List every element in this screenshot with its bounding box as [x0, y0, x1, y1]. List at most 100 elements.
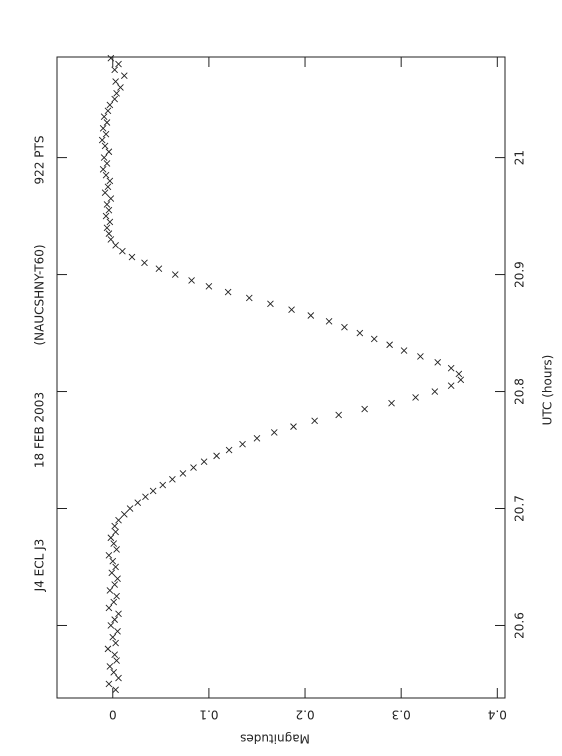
data-point: [111, 651, 119, 659]
data-point: [101, 189, 109, 197]
data-point: [115, 610, 122, 618]
data-point: [115, 674, 122, 682]
data-point: [111, 66, 119, 74]
data-point: [431, 388, 439, 395]
data-point: [110, 668, 118, 676]
data-point: [120, 511, 128, 518]
data-point: [102, 171, 110, 179]
data-point: [126, 505, 134, 512]
data-point: [104, 183, 112, 191]
data-point: [455, 370, 463, 378]
data-point: [104, 645, 112, 653]
y-tick-label: 0.4: [488, 708, 507, 722]
data-point: [200, 458, 208, 466]
data-point: [104, 107, 112, 115]
data-point: [149, 487, 157, 495]
data-point: [412, 394, 419, 401]
data-point: [239, 440, 246, 448]
data-point: [103, 201, 111, 208]
data-point: [114, 628, 121, 635]
data-point: [111, 616, 119, 623]
data-point: [213, 452, 220, 460]
data-point: [288, 306, 295, 313]
data-point: [361, 405, 368, 413]
x-tick-label: 20.6: [513, 612, 527, 639]
data-point: [400, 347, 408, 354]
data-point: [112, 242, 119, 249]
data-point: [107, 195, 115, 202]
data-point: [106, 101, 114, 109]
plot-frame: [56, 56, 506, 699]
data-point: [335, 411, 343, 419]
data-point: [128, 253, 136, 261]
data-point: [225, 446, 233, 454]
data-point: [434, 358, 442, 366]
data-point: [111, 581, 119, 588]
data-point: [99, 165, 107, 173]
data-point: [341, 323, 348, 331]
y-tick-label: 0.1: [199, 708, 218, 722]
data-point: [267, 300, 274, 308]
data-point: [307, 312, 315, 319]
chart-title: 922 PTS: [33, 136, 47, 185]
data-point: [117, 84, 124, 91]
x-tick-label: 21: [513, 150, 527, 165]
chart-title: (NAUCSHNY-T60): [33, 244, 47, 345]
data-point: [109, 633, 117, 641]
data-point: [112, 639, 119, 647]
data-point: [106, 177, 114, 185]
data-point: [105, 206, 113, 214]
data-point: [113, 546, 120, 553]
data-point: [171, 271, 179, 278]
data-point: [111, 522, 119, 530]
data-point: [99, 125, 107, 132]
data-point: [179, 470, 187, 477]
data-point: [119, 247, 126, 255]
data-point: [107, 54, 115, 62]
data-point: [105, 680, 113, 688]
data-point: [101, 142, 109, 150]
chart-title: J4 ECL J3: [33, 539, 47, 593]
x-tick-label: 20.7: [513, 495, 527, 522]
data-point: [457, 376, 465, 384]
data-point: [388, 399, 395, 407]
data-point: [113, 592, 120, 600]
data-point: [155, 265, 163, 273]
data-point: [113, 89, 120, 97]
data-point: [115, 516, 122, 524]
data-point: [112, 78, 119, 85]
data-point: [120, 72, 128, 80]
data-point: [290, 423, 297, 430]
data-point: [114, 575, 121, 583]
data-point: [107, 236, 115, 243]
data-point: [105, 551, 113, 559]
data-point: [112, 686, 119, 694]
x-tick-label: 20.9: [513, 261, 527, 288]
data-point: [447, 382, 455, 390]
data-point: [245, 294, 253, 302]
data-point: [159, 481, 167, 489]
data-point: [270, 429, 278, 436]
y-axis-label: Magnitudes: [240, 732, 310, 746]
data-point: [105, 230, 113, 237]
data-point: [105, 148, 113, 156]
data-point: [253, 435, 261, 442]
data-point: [105, 604, 113, 612]
y-tick-label: 0.3: [392, 708, 411, 722]
data-point: [110, 540, 118, 547]
data-point: [311, 417, 318, 425]
data-point: [102, 212, 110, 220]
data-point: [115, 60, 122, 68]
data-point: [188, 277, 195, 284]
data-point: [111, 95, 119, 103]
data-point: [106, 587, 114, 594]
data-point: [102, 130, 110, 138]
chart-title: 18 FEB 2003: [33, 392, 47, 468]
data-point: [112, 528, 119, 536]
data-point: [98, 136, 106, 144]
data-point: [142, 493, 149, 501]
data-point: [205, 282, 213, 290]
data-point: [417, 353, 424, 360]
x-tick-label: 20.8: [513, 378, 527, 405]
